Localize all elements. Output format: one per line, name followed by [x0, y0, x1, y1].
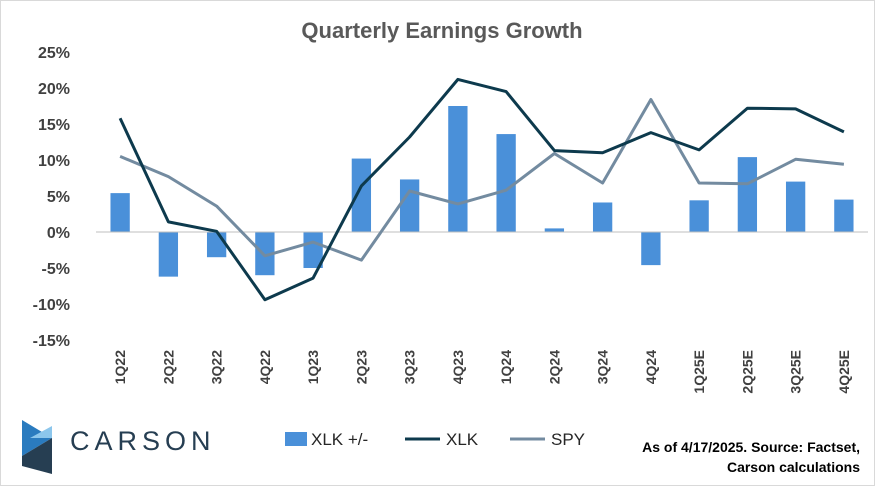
legend-swatch-xlk-plus-minus — [285, 432, 307, 446]
y-tick-label: -15% — [33, 333, 70, 350]
y-tick-label: 0% — [47, 225, 70, 242]
bar-4q24 — [641, 232, 661, 266]
chart-title: Quarterly Earnings Growth — [301, 18, 582, 43]
y-tick-label: 10% — [38, 153, 70, 170]
y-tick-label: 20% — [38, 81, 70, 98]
x-tick-label: 4Q23 — [450, 350, 466, 384]
bar-3q22 — [206, 232, 227, 258]
source-note-line2: Carson calculations — [727, 459, 860, 475]
bar-4q23 — [448, 106, 468, 232]
bar-3q23 — [399, 179, 420, 232]
y-tick-label: -10% — [33, 297, 70, 314]
y-tick-label: 15% — [38, 117, 70, 134]
legend-label-spy: SPY — [551, 430, 585, 449]
legend-label-xlk-plus-minus: XLK +/- — [311, 430, 368, 449]
x-tick-label: 2Q24 — [546, 350, 562, 384]
bar-1q24 — [496, 134, 516, 232]
bar-4q25e — [834, 199, 854, 232]
legend-label-xlk: XLK — [446, 430, 479, 449]
line-spy — [119, 98, 845, 262]
x-tick-label: 2Q22 — [160, 350, 176, 384]
carson-chevron-logo-icon — [22, 420, 52, 474]
y-tick-label: 5% — [47, 189, 70, 206]
x-tick-label: 1Q25E — [691, 350, 707, 394]
y-tick-label: -5% — [42, 261, 70, 278]
bar-2q22 — [158, 232, 179, 277]
bar-1q22 — [110, 193, 130, 232]
x-tick-label: 1Q23 — [305, 350, 321, 384]
bar-3q25e — [785, 181, 806, 232]
y-axis: 25% 20% 15% 10% 5% 0% -5% -10% -15% — [33, 45, 70, 350]
x-tick-label: 3Q24 — [595, 350, 611, 384]
x-tick-label: 2Q23 — [353, 350, 369, 384]
bar-2q25e — [737, 157, 758, 232]
bar-2q23 — [351, 158, 372, 232]
x-tick-label: 3Q25E — [788, 350, 804, 394]
logo-text: CARSON — [70, 426, 216, 456]
bar-1q25e — [689, 200, 709, 232]
bar-3q24 — [592, 202, 613, 232]
legend: XLK +/- XLK SPY — [285, 430, 585, 449]
x-tick-label: 1Q24 — [498, 350, 514, 384]
x-tick-label: 4Q24 — [643, 350, 659, 384]
bar-4q22 — [255, 232, 275, 276]
x-tick-label: 4Q22 — [257, 350, 273, 384]
bar-2q24 — [544, 228, 565, 232]
x-tick-label: 3Q22 — [209, 350, 225, 384]
x-tick-label: 4Q25E — [836, 350, 852, 394]
x-tick-label: 1Q22 — [112, 350, 128, 384]
bar-1q23 — [303, 232, 323, 268]
x-tick-label: 3Q23 — [402, 350, 418, 384]
line-series-group — [118, 77, 845, 302]
line-xlk — [118, 77, 845, 302]
source-note-line1: As of 4/17/2025. Source: Factset, — [642, 439, 860, 455]
x-axis: 1Q22 2Q22 3Q22 4Q22 1Q23 2Q23 3Q23 4Q23 1Q24 2Q24… — [112, 350, 852, 394]
bar-series-xlk-plus-minus — [110, 106, 854, 277]
x-tick-label: 2Q25E — [739, 350, 755, 394]
y-tick-label: 25% — [38, 45, 70, 62]
